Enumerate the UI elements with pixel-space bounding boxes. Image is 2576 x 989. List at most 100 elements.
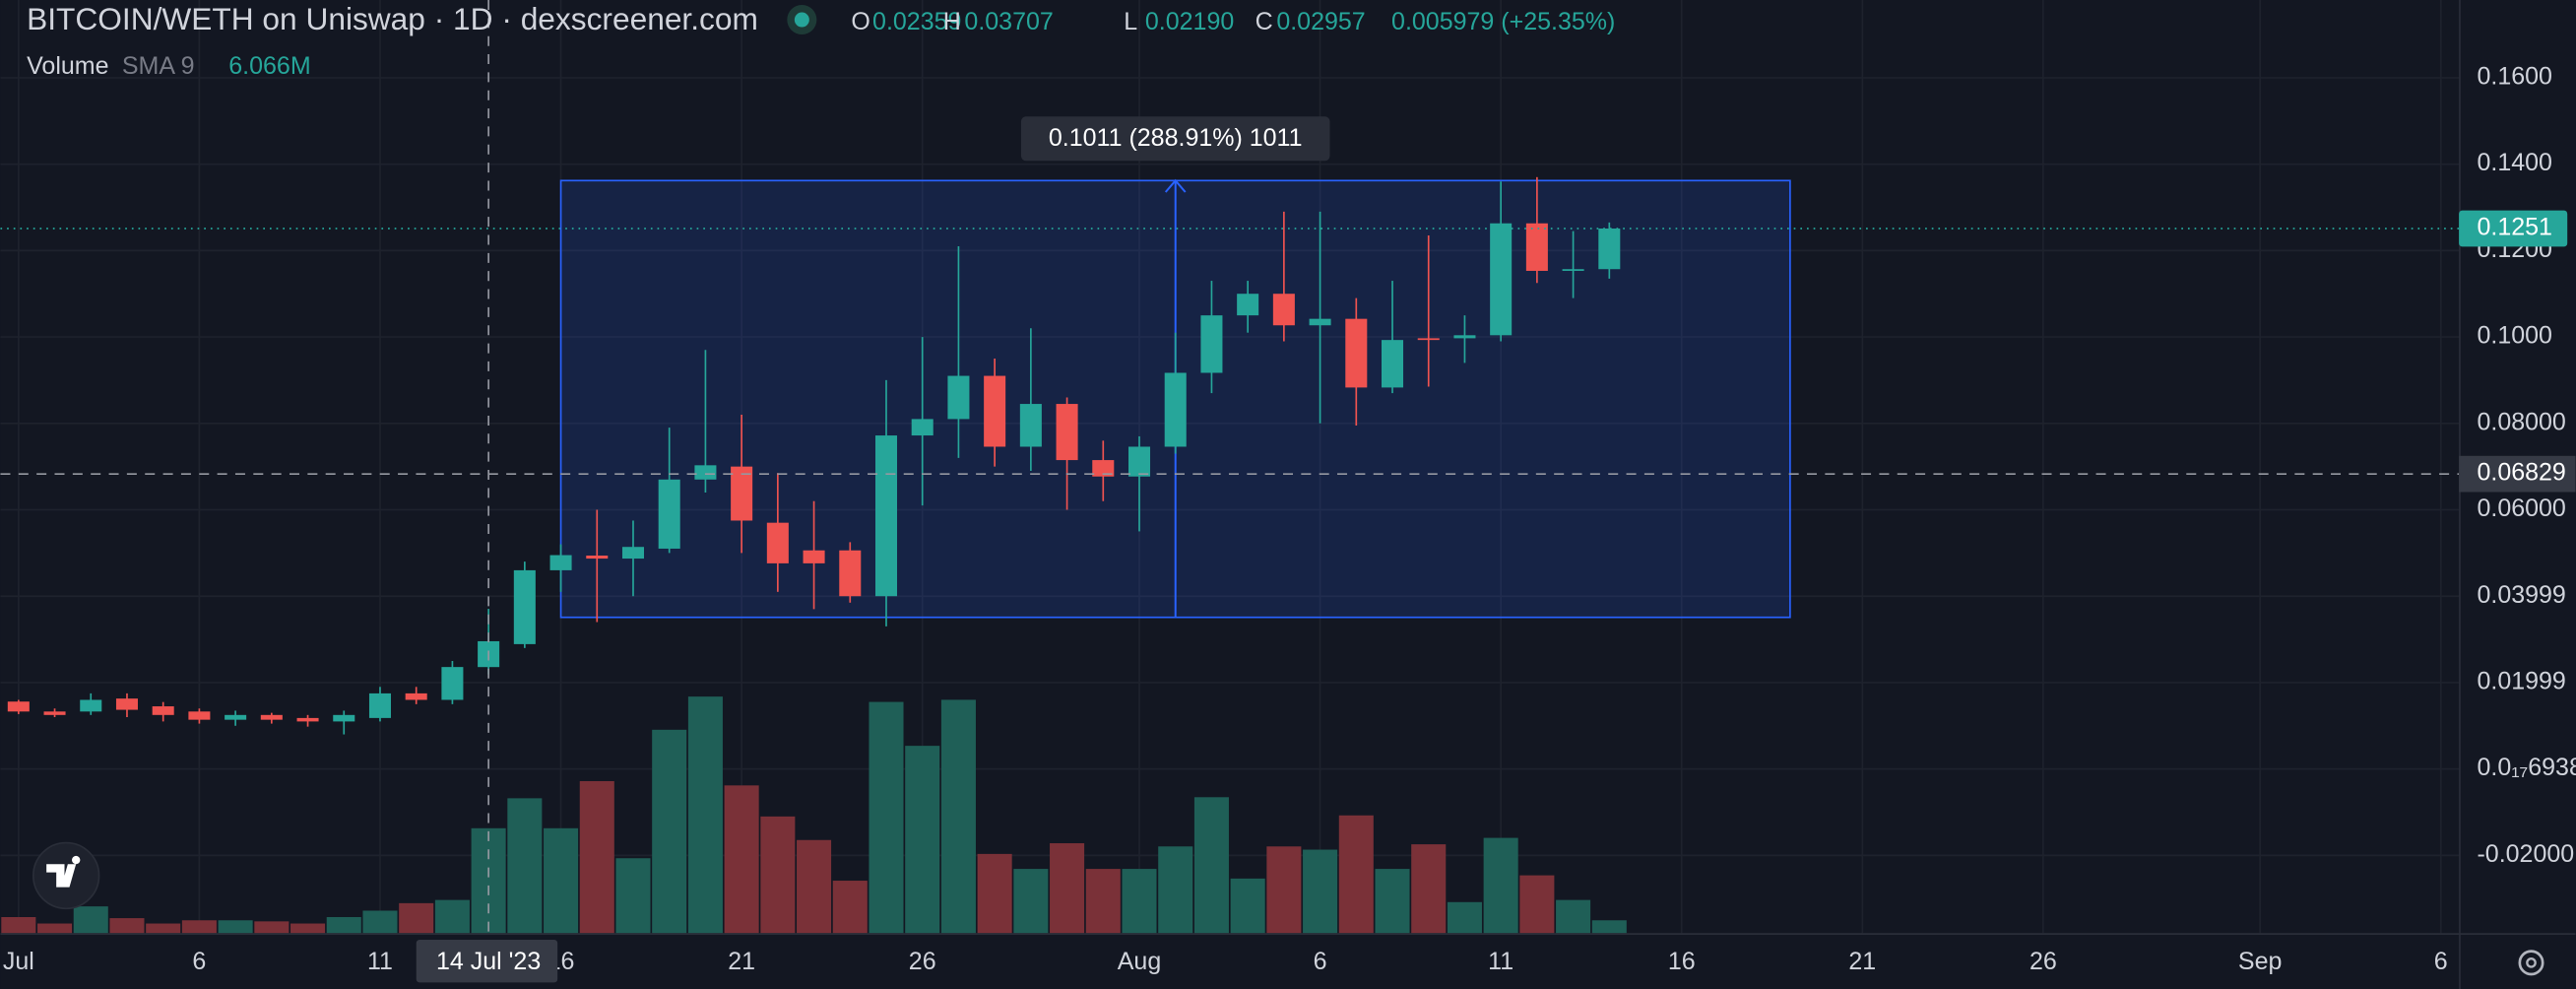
logo-mark: [46, 855, 81, 888]
ohlc-value: 0.02359: [872, 8, 961, 35]
candle-body: [1381, 340, 1404, 388]
candle-body: [333, 714, 355, 722]
crosshair-date-label: 14 Jul '23: [436, 948, 541, 975]
x-tick-label: Jul: [3, 948, 34, 975]
measure-label: 0.1011 (288.91%) 1011: [1049, 124, 1303, 152]
volume-bar: [940, 699, 976, 934]
volume-bar: [326, 916, 361, 934]
volume-bar: [1483, 837, 1518, 934]
candle-body: [984, 375, 1006, 447]
y-tick-label: 0.01999: [2477, 668, 2565, 695]
candle-body: [1490, 223, 1513, 336]
overlay-layer: [0, 0, 2460, 934]
volume-bar: [905, 746, 940, 934]
y-tick-label: 0.1600: [2477, 63, 2551, 91]
volume-bar: [1158, 846, 1193, 934]
volume-bar: [1338, 815, 1374, 934]
last-price-label: 0.1251: [2477, 214, 2551, 241]
candle-body: [658, 479, 680, 549]
candle-body: [7, 701, 30, 712]
ohlc-value: 0.03707: [964, 8, 1053, 35]
crosshair-price-label: 0.06829: [2477, 459, 2565, 487]
last-price-tag: [2459, 210, 2568, 247]
candle-body: [586, 555, 609, 560]
x-tick-label: Sep: [2238, 948, 2282, 975]
volume-bar: [1556, 899, 1591, 934]
ohlc-value: 0.02190: [1145, 8, 1234, 35]
candle-body: [152, 706, 174, 715]
candle-body: [1598, 228, 1621, 270]
candle-body: [1562, 269, 1584, 271]
candle-body: [839, 550, 862, 597]
volume-bar: [507, 798, 543, 934]
candle-body: [1417, 338, 1440, 341]
volume-title: Volume: [27, 52, 108, 80]
chart-title: BITCOIN/WETH on Uniswap · 1D · dexscreen…: [27, 1, 758, 36]
candle-body: [405, 692, 427, 700]
axes: 0.16000.14000.12000.10000.080000.060000.…: [3, 63, 2576, 983]
y-tick-label: 0.0₁₇6938: [2477, 754, 2576, 781]
volume-bar: [1050, 843, 1085, 934]
candle-body: [1453, 335, 1476, 339]
tradingview-logo[interactable]: [32, 841, 100, 910]
crosshair-date-tag: [416, 939, 558, 983]
volume-bar: [615, 858, 651, 934]
volume-bar: [832, 881, 868, 934]
volume-bar: [290, 923, 326, 934]
volume-sma-value: 6.066M: [228, 52, 310, 80]
x-tick-label: 16: [1668, 948, 1696, 975]
volume-bar: [1447, 901, 1482, 934]
candle-body: [188, 711, 211, 720]
candle-body: [549, 555, 572, 570]
x-tick-label: Aug: [1118, 948, 1161, 975]
x-tick-label: 26: [2029, 948, 2057, 975]
candle-body: [1525, 223, 1548, 271]
y-tick-label: 0.03999: [2477, 581, 2565, 609]
candle-body: [1272, 294, 1295, 326]
candle-body: [803, 550, 825, 563]
candle-body: [115, 698, 138, 710]
volume-bar: [977, 853, 1012, 934]
volume-bar: [1230, 878, 1265, 934]
candle-body: [441, 667, 464, 700]
candle-body: [1092, 460, 1115, 477]
settings-icon[interactable]: [2518, 950, 2544, 976]
x-tick-label: 6: [2434, 948, 2448, 975]
settings-button[interactable]: [2518, 950, 2544, 976]
crosshair-price-tag: [2459, 455, 2576, 493]
candle-layer: [7, 176, 1621, 735]
ohlc-label: L: [1124, 8, 1137, 35]
volume-bar: [1591, 920, 1627, 934]
ohlc-label: C: [1256, 8, 1273, 35]
settings-icon-center: [2526, 956, 2537, 968]
status-dot: [794, 12, 809, 28]
candle-body: [621, 547, 645, 560]
volume-bar: [181, 920, 217, 934]
candle-body: [1237, 294, 1259, 316]
volume-bar: [1193, 797, 1229, 934]
volume-bar: [724, 785, 759, 934]
candle-body: [694, 465, 717, 480]
volume-sma: SMA 9: [122, 52, 195, 80]
candle-body: [1056, 404, 1078, 461]
volume-bar: [218, 920, 253, 934]
candle-body: [766, 522, 789, 563]
ohlc-label: O: [851, 8, 869, 35]
volume-bar: [1266, 846, 1302, 934]
volume-bar: [579, 780, 614, 934]
volume-bar: [1122, 869, 1157, 934]
y-tick-label: 0.08000: [2477, 408, 2565, 435]
volume-bar: [1013, 869, 1049, 934]
y-tick-label: 0.1400: [2477, 149, 2551, 176]
y-tick-label: -0.02000: [2477, 840, 2574, 868]
ohlc-change: 0.005979 (+25.35%): [1391, 8, 1615, 35]
candle-body: [1127, 446, 1151, 477]
candle-body: [296, 717, 319, 722]
candle-body: [1019, 404, 1042, 447]
candle-body: [225, 714, 247, 720]
x-tick-label: 21: [1848, 948, 1876, 975]
x-tick-label: 6: [192, 948, 206, 975]
volume-bar: [1519, 875, 1555, 934]
